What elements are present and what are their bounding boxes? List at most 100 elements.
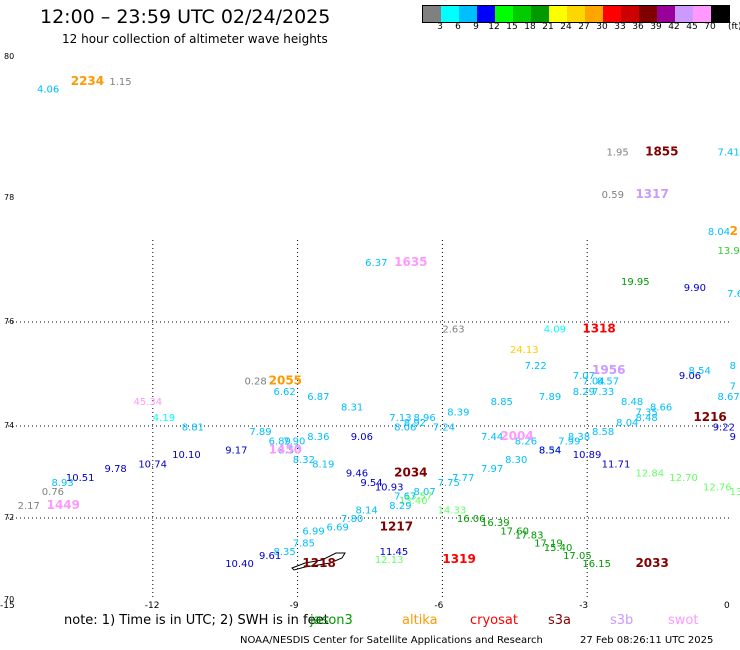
wave-height-label: 10.10 [172,450,201,461]
wave-height-label: 15.40 [544,543,573,554]
wave-height-points: 4.06 1.15 1.95 7.41 0.59 8.04 13.96 6.37 19.95 9.… [18,77,740,570]
color-scale-swatch [657,6,675,22]
wave-height-label: 8.48 [621,397,643,408]
page-title: 12:00 – 23:59 UTC 02/24/2025 [40,6,331,28]
wave-height-label: 17.60 [500,526,529,537]
pass-time-label: 1319 [442,552,475,566]
wave-height-label: 13.57 [404,492,433,503]
color-scale-swatch [621,6,639,22]
wave-height-label: 7.67 [394,492,416,503]
color-scale-swatch [603,6,621,22]
color-scale-label: 36 [632,22,644,32]
wave-height-label: 7.90 [283,436,305,447]
wave-height-label: 7.77 [452,473,474,484]
wave-height-label: 17.19 [534,539,563,550]
wave-height-label: 16.15 [582,559,611,570]
x-axis-tick-label: -3 [579,601,589,611]
wave-height-label: 1.15 [109,77,131,88]
y-axis-tick-label: 76 [4,317,15,326]
wave-height-label: 9.61 [259,551,281,562]
satellite-legend-item: cryosat [470,613,518,628]
satellite-legend-item: altika [402,613,438,628]
wave-height-label: 7.41 [718,148,740,159]
color-scale-label: 9 [473,22,479,32]
wave-height-label: 11.45 [380,547,409,558]
wave-height-label: 8.35 [273,547,295,558]
wave-height-label: 14.33 [438,505,467,516]
pass-time-label: 2234 [71,74,104,88]
color-scale-swatch [531,6,549,22]
wave-height-label: 9.06 [351,432,373,443]
color-scale-swatch [693,6,711,22]
wave-height-label: 6.37 [365,258,387,269]
wave-height-label: 9.06 [679,371,701,382]
wave-height-label: 45.34 [133,397,162,408]
wave-height-label: 8.50 [278,446,300,457]
color-scale-label: 30 [596,22,608,32]
x-axis-tick-label: -15 [0,601,15,611]
wave-height-label: 8.57 [597,376,619,387]
wave-height-label: 0.59 [602,190,624,201]
wave-height-label: 10.89 [573,450,602,461]
wave-height-label: 8.67 [718,392,740,403]
pass-time-label: 1216 [693,410,726,424]
footer-timestamp: 27 Feb 08:26:11 UTC 2025 [580,635,714,646]
wave-height-label: 10.74 [138,459,167,470]
color-scale-swatch [441,6,459,22]
satellite-legend-item: s3a [548,613,572,628]
wave-height-label: 7.22 [524,361,546,372]
satellite-legend-item: swot [668,613,699,628]
color-scale-swatch [549,6,567,22]
pass-time-label: 1855 [645,145,678,159]
wave-height-label: 13 [730,487,740,498]
wave-height-label: 4.09 [544,324,566,335]
wave-height-label: 7.35 [635,408,657,419]
wave-height-label: 8.30 [505,455,527,466]
color-scale-bar [422,5,730,23]
wave-height-label: 8.31 [341,402,363,413]
wave-height-label: 8.39 [447,408,469,419]
jan-mayen-island-outline [291,552,346,571]
wave-height-label: 7.13 [389,413,411,424]
pass-time-label: 1317 [635,187,668,201]
pass-time-label: 1217 [380,519,413,533]
color-scale-label: 21 [542,22,554,32]
wave-height-label: 8.04 [708,227,730,238]
pass-time-label: 2 [730,224,738,238]
color-scale-swatch [567,6,585,22]
color-scale-label: 45 [686,22,698,32]
wave-height-label: 12.76 [703,482,732,493]
color-scale-label: 18 [524,22,536,32]
color-scale-label: 12 [488,22,500,32]
wave-height-label: 7.24 [433,423,455,434]
wave-height-label: 6.87 [307,392,329,403]
y-axis-tick-label: 74 [4,421,15,430]
wave-height-label: 16.06 [457,514,486,525]
wave-height-label: 8.81 [182,423,204,434]
wave-height-label: 7.97 [481,464,503,475]
wave-height-label: 8.96 [413,413,435,424]
wave-height-label: 7.6 [727,289,740,300]
color-scale-unit: (ft) [728,22,740,32]
pass-time-label: 1956 [592,363,625,377]
wave-height-label: 8.06 [394,423,416,434]
wave-height-label: 8.66 [650,402,672,413]
wave-height-label: 8.93 [51,478,73,489]
wave-height-label: 17.83 [515,531,544,542]
x-axis-tick-label: -9 [289,601,299,611]
satellite-legend-item: s3b [610,613,634,628]
wave-height-label: 8.29 [573,387,595,398]
wave-height-label: 8.54 [539,446,561,457]
wave-height-label: 8.48 [635,413,657,424]
color-scale-swatch [423,6,441,22]
color-scale-label: 70 [704,22,716,32]
x-axis-tick-label: -6 [434,601,444,611]
wave-height-label: 8.34 [539,446,561,457]
wave-height-label: 0.28 [245,376,267,387]
wave-height-label: 4.19 [153,413,175,424]
pass-time-labels: 2234 1855 1317 2 1635 1318 1956 2055 1216 2004 145… [47,74,738,570]
color-scale-label: 42 [668,22,680,32]
wave-height-label: 7.75 [438,478,460,489]
grid-lines [8,240,732,600]
